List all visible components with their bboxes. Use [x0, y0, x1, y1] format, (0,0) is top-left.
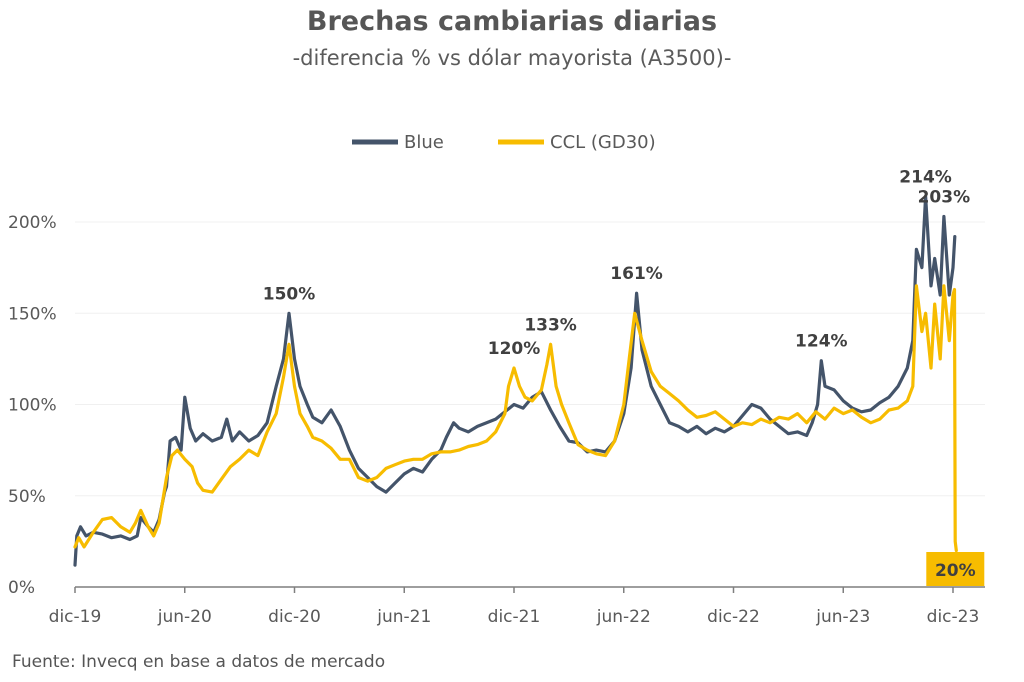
x-tick-label: jun-23	[815, 607, 870, 627]
y-tick-label: 50%	[8, 487, 46, 507]
x-tick-label: dic-22	[707, 607, 760, 627]
legend-label: Blue	[404, 132, 444, 153]
data-label: 120%	[488, 339, 541, 359]
x-tick-label: jun-22	[596, 607, 651, 627]
data-label: 214%	[899, 167, 952, 187]
legend-label: CCL (GD30)	[550, 132, 656, 153]
data-label: 133%	[524, 315, 577, 335]
last-value-label: 20%	[935, 561, 976, 581]
source-note: Fuente: Invecq en base a datos de mercad…	[12, 652, 386, 672]
x-tick-label: jun-20	[157, 607, 212, 627]
x-tick-label: dic-19	[49, 607, 102, 627]
x-tick-label: jun-21	[376, 607, 431, 627]
chart-subtitle: -diferencia % vs dólar mayorista (A3500)…	[292, 46, 732, 70]
x-tick-label: dic-21	[488, 607, 541, 627]
chart-title: Brechas cambiarias diarias	[306, 6, 718, 37]
series-line-ccl	[73, 284, 958, 553]
x-tick-label: dic-20	[268, 607, 321, 627]
data-label: 150%	[263, 284, 316, 304]
y-tick-label: 100%	[8, 396, 57, 416]
series-line-blue	[73, 194, 957, 567]
x-tick-label: dic-23	[927, 607, 980, 627]
y-tick-label: 200%	[8, 213, 57, 233]
data-label: 124%	[795, 332, 848, 352]
last-value-badge	[926, 552, 985, 586]
y-tick-label: 0%	[8, 578, 35, 598]
y-tick-label: 150%	[8, 304, 57, 324]
data-label: 161%	[610, 264, 663, 284]
data-label: 203%	[918, 188, 971, 208]
